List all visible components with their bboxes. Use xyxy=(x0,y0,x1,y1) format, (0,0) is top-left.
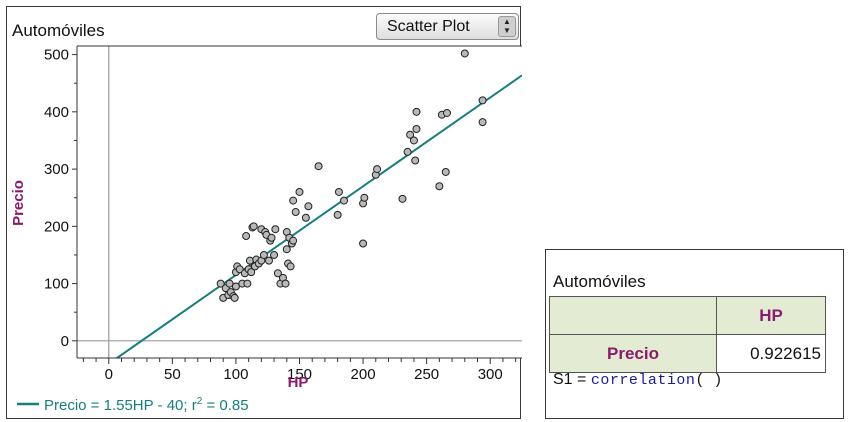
data-point[interactable] xyxy=(360,193,369,202)
data-point[interactable] xyxy=(340,196,348,205)
data-point[interactable] xyxy=(373,165,382,174)
data-point[interactable] xyxy=(225,279,234,288)
row-header-precio[interactable]: Precio xyxy=(549,334,717,373)
data-point[interactable] xyxy=(267,233,276,242)
formula-function: correlation xyxy=(590,372,696,389)
data-point[interactable] xyxy=(478,118,487,127)
plot-type-label: Scatter Plot xyxy=(387,18,470,35)
y-tick-label: 0 xyxy=(61,333,69,350)
data-point[interactable] xyxy=(289,236,298,245)
x-axis-label[interactable]: HP xyxy=(288,374,309,391)
data-point[interactable] xyxy=(216,279,225,288)
data-point[interactable] xyxy=(282,245,291,254)
regression-equation[interactable]: Precio = 1.55HP - 40; r2 = 0.85 xyxy=(44,396,249,414)
data-point[interactable] xyxy=(271,225,280,234)
summary-table-panel[interactable]: Automóviles HP Precio 0.922615 S1 = corr… xyxy=(545,249,844,419)
plot-area xyxy=(77,46,522,358)
x-tick-label: 100 xyxy=(223,366,248,383)
data-point[interactable] xyxy=(359,239,368,248)
y-tick-label: 500 xyxy=(44,47,69,64)
y-tick-label: 400 xyxy=(44,104,69,121)
up-down-arrows-icon[interactable]: ▲ ▼ xyxy=(498,16,516,37)
data-point[interactable] xyxy=(231,282,240,291)
data-point[interactable] xyxy=(247,268,256,277)
equation-main: Precio = 1.55HP - 40; r xyxy=(44,397,197,414)
data-point[interactable] xyxy=(406,130,415,139)
graph-panel[interactable]: 0 100 200 300 400 500 0 50 100 150 200 250 300 Prec… xyxy=(6,6,522,420)
table-header-row: HP xyxy=(549,296,826,335)
formula-args: ( ) xyxy=(695,372,723,389)
data-point[interactable] xyxy=(295,187,304,196)
data-point[interactable] xyxy=(398,194,407,203)
data-point[interactable] xyxy=(478,96,487,105)
data-point[interactable] xyxy=(242,232,251,241)
table-row: Precio 0.922615 xyxy=(549,334,826,373)
formula-line[interactable]: S1 = correlation( ) xyxy=(553,371,722,389)
table-corner-cell xyxy=(549,296,717,335)
data-point[interactable] xyxy=(286,262,295,271)
y-axis-label[interactable]: Precio xyxy=(10,180,27,226)
data-point[interactable] xyxy=(334,187,343,196)
data-point[interactable] xyxy=(273,269,282,278)
data-point[interactable] xyxy=(435,182,444,191)
scatter-plot[interactable]: 0 100 200 300 400 500 0 50 100 150 200 250 300 Prec… xyxy=(7,7,522,420)
data-point[interactable] xyxy=(411,156,420,165)
data-point[interactable] xyxy=(291,208,300,217)
data-point[interactable] xyxy=(333,210,342,219)
data-point[interactable] xyxy=(442,108,451,117)
correlation-value-cell[interactable]: 0.922615 xyxy=(716,334,826,373)
data-point[interactable] xyxy=(243,279,252,288)
x-tick-label: 50 xyxy=(164,366,181,383)
data-point[interactable] xyxy=(441,167,450,176)
plot-type-select[interactable]: Scatter Plot ▲ ▼ xyxy=(376,13,519,40)
x-tick-label: 300 xyxy=(478,366,503,383)
y-tick-label: 100 xyxy=(44,276,69,293)
summary-table: HP Precio 0.922615 xyxy=(549,296,826,373)
data-point[interactable] xyxy=(460,49,469,58)
data-point[interactable] xyxy=(235,265,244,274)
data-point[interactable] xyxy=(249,222,258,231)
y-tick-label: 300 xyxy=(44,161,69,178)
x-tick-label: 0 xyxy=(105,366,113,383)
x-tick-label: 200 xyxy=(351,366,376,383)
data-point[interactable] xyxy=(409,136,418,145)
data-point[interactable] xyxy=(304,202,313,211)
data-point[interactable] xyxy=(301,213,310,222)
data-point[interactable] xyxy=(264,256,273,265)
data-point[interactable] xyxy=(412,125,421,134)
x-tick-label: 250 xyxy=(414,366,439,383)
x-tick-label: 150 xyxy=(287,366,312,383)
data-point[interactable] xyxy=(289,196,298,205)
data-point[interactable] xyxy=(403,147,412,156)
y-tick-label: 200 xyxy=(44,218,69,235)
data-point[interactable] xyxy=(259,250,268,259)
data-point[interactable] xyxy=(270,250,279,259)
data-point[interactable] xyxy=(245,256,254,265)
column-header-hp[interactable]: HP xyxy=(716,296,826,335)
data-point[interactable] xyxy=(314,162,323,171)
data-point[interactable] xyxy=(230,293,239,302)
formula-prefix: S1 = xyxy=(553,371,591,388)
data-point[interactable] xyxy=(281,279,290,288)
data-point[interactable] xyxy=(412,107,421,116)
summary-table-title: Automóviles xyxy=(553,272,646,291)
regression-line[interactable] xyxy=(116,74,522,359)
r2-value: = 0.85 xyxy=(202,397,248,414)
graph-title: Automóviles xyxy=(12,21,105,40)
r2-exponent: 2 xyxy=(197,396,203,407)
